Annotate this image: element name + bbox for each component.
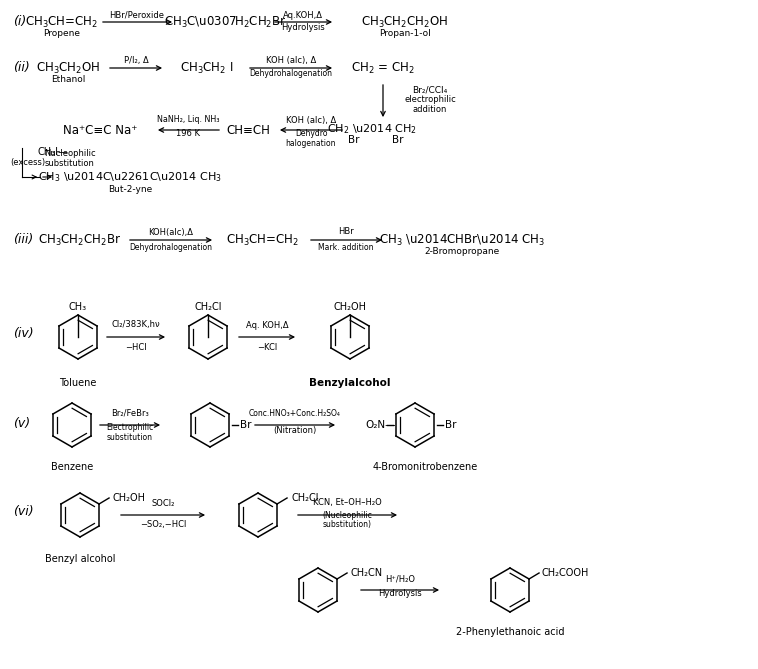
Text: (vi): (vi) <box>13 506 33 518</box>
Text: −HCl: −HCl <box>125 343 147 351</box>
Text: CH₂COOH: CH₂COOH <box>541 568 589 578</box>
Text: CH$_2$ \u2014 CH$_2$: CH$_2$ \u2014 CH$_2$ <box>327 122 417 136</box>
Text: Br: Br <box>392 135 404 145</box>
Text: Benzylalcohol: Benzylalcohol <box>309 378 391 388</box>
Text: Electrophilic: Electrophilic <box>106 423 154 432</box>
Text: CH$_3$C\u0307H$_2$CH$_2$Br: CH$_3$C\u0307H$_2$CH$_2$Br <box>164 15 287 29</box>
Text: CH$_3$CH$_2$CH$_2$Br: CH$_3$CH$_2$CH$_2$Br <box>39 232 121 248</box>
Text: But-2-yne: But-2-yne <box>108 185 152 193</box>
Text: (i): (i) <box>13 15 27 29</box>
Text: CH$_3$CH$_2$ I: CH$_3$CH$_2$ I <box>180 60 233 76</box>
Text: KOH (alc), Δ: KOH (alc), Δ <box>266 56 316 66</box>
Text: 196 K: 196 K <box>176 128 200 138</box>
Text: Br₂/FeBr₃: Br₂/FeBr₃ <box>111 409 149 417</box>
Text: Propan-1-ol: Propan-1-ol <box>379 29 431 39</box>
Text: CH$_3$CH=CH$_2$: CH$_3$CH=CH$_2$ <box>227 232 299 248</box>
Text: Br: Br <box>240 420 252 430</box>
Text: Benzyl alcohol: Benzyl alcohol <box>45 554 115 564</box>
Text: Br: Br <box>445 420 457 430</box>
Text: CH$_3$ \u2014CHBr\u2014 CH$_3$: CH$_3$ \u2014CHBr\u2014 CH$_3$ <box>379 232 545 248</box>
Text: Aq.KOH,Δ: Aq.KOH,Δ <box>283 11 323 19</box>
Text: (iii): (iii) <box>13 233 33 246</box>
Text: CH$_3$CH$_2$OH: CH$_3$CH$_2$OH <box>36 60 100 76</box>
Text: P/I₂, Δ: P/I₂, Δ <box>124 56 149 66</box>
Text: Dehydro: Dehydro <box>295 130 327 138</box>
Text: −KCl: −KCl <box>257 343 277 351</box>
Text: Na⁺C≡C Na⁺: Na⁺C≡C Na⁺ <box>63 124 137 136</box>
Text: Br₂/CCl₄: Br₂/CCl₄ <box>412 86 448 94</box>
Text: CH₂Cl: CH₂Cl <box>291 493 319 503</box>
Text: CH$_3$CH=CH$_2$: CH$_3$CH=CH$_2$ <box>25 15 99 29</box>
Text: Hydrolysis: Hydrolysis <box>281 23 325 33</box>
Text: −SO₂,−HCl: −SO₂,−HCl <box>139 520 186 529</box>
Text: (Nucleophilic: (Nucleophilic <box>322 510 372 520</box>
Text: Conc.HNO₃+Conc.H₂SO₄: Conc.HNO₃+Conc.H₂SO₄ <box>249 409 341 417</box>
Text: addition: addition <box>413 106 447 114</box>
Text: CH$_2$ = CH$_2$: CH$_2$ = CH$_2$ <box>351 60 415 76</box>
Text: NaNH₂, Liq. NH₃: NaNH₂, Liq. NH₃ <box>157 116 219 124</box>
Text: Br: Br <box>348 135 360 145</box>
Text: (iv): (iv) <box>13 326 33 339</box>
Text: (ii): (ii) <box>13 62 30 74</box>
Text: substitution: substitution <box>107 432 153 442</box>
Text: (v): (v) <box>13 417 30 429</box>
Text: CH₂CN: CH₂CN <box>351 568 383 578</box>
Text: Nucleophilic: Nucleophilic <box>44 149 96 159</box>
Text: substitution: substitution <box>45 159 95 169</box>
Text: Ethanol: Ethanol <box>51 74 85 84</box>
Text: Benzene: Benzene <box>51 462 93 472</box>
Text: Aq. KOH,Δ: Aq. KOH,Δ <box>246 320 288 330</box>
Text: KCN, Et–OH–H₂O: KCN, Et–OH–H₂O <box>312 498 381 508</box>
Text: (excess): (excess) <box>11 157 45 167</box>
Text: Cl₂/383K,hν: Cl₂/383K,hν <box>111 320 160 330</box>
Text: HBr/Peroxide: HBr/Peroxide <box>109 11 164 19</box>
Text: electrophilic: electrophilic <box>404 96 456 104</box>
Text: CH₃: CH₃ <box>69 302 87 312</box>
Text: (Nitration): (Nitration) <box>274 425 317 434</box>
Text: Toluene: Toluene <box>59 378 97 388</box>
Text: Propene: Propene <box>43 29 80 37</box>
Text: CH₂OH: CH₂OH <box>112 493 146 503</box>
Text: HBr: HBr <box>338 227 354 237</box>
Text: 4-Bromonitrobenzene: 4-Bromonitrobenzene <box>372 462 478 472</box>
Text: KOH (alc), Δ: KOH (alc), Δ <box>286 116 336 126</box>
Text: KOH(alc),Δ: KOH(alc),Δ <box>149 227 193 237</box>
Text: substitution): substitution) <box>322 520 371 529</box>
Text: CH$_3$CH$_2$CH$_2$OH: CH$_3$CH$_2$CH$_2$OH <box>362 15 449 29</box>
Text: CH₂Cl: CH₂Cl <box>194 302 222 312</box>
Text: 2-Bromopropane: 2-Bromopropane <box>424 248 500 256</box>
Text: 2-Phenylethanoic acid: 2-Phenylethanoic acid <box>456 627 564 637</box>
Text: Dehydrohalogenation: Dehydrohalogenation <box>249 70 333 78</box>
Text: CH≡CH: CH≡CH <box>226 124 270 136</box>
Text: Dehydrohalogenation: Dehydrohalogenation <box>130 242 212 252</box>
Text: H⁺/H₂O: H⁺/H₂O <box>385 575 415 583</box>
Text: CH₂OH: CH₂OH <box>334 302 367 312</box>
Text: Mark. addition: Mark. addition <box>318 242 374 252</box>
Text: SOCl₂: SOCl₂ <box>152 498 174 508</box>
Text: halogenation: halogenation <box>286 138 337 147</box>
Text: Hydrolysis: Hydrolysis <box>378 589 422 599</box>
Text: CH$_3$ \u2014C\u2261C\u2014 CH$_3$: CH$_3$ \u2014C\u2261C\u2014 CH$_3$ <box>38 170 222 184</box>
Text: O₂N—: O₂N— <box>365 420 396 430</box>
Text: CH₃I—: CH₃I— <box>38 147 69 157</box>
